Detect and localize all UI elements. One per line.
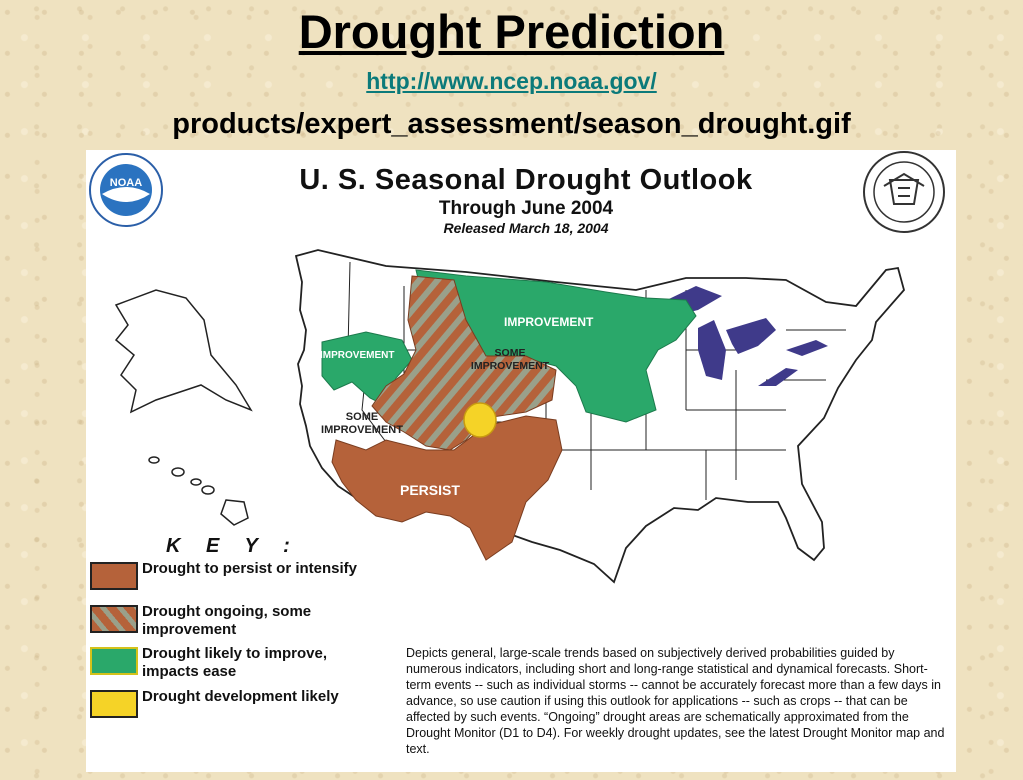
noaa-logo-icon: NOAA	[89, 153, 163, 227]
label-some-improvement-central: SOME IMPROVEMENT	[470, 347, 550, 373]
swatch-persist-icon	[90, 562, 138, 590]
slide-title: Drought Prediction	[298, 5, 725, 58]
label-some-central-line1: SOME	[494, 347, 526, 359]
alaska-shape	[114, 289, 253, 414]
swatch-hatched-icon	[90, 605, 138, 633]
label-some-central-line2: IMPROVEMENT	[470, 360, 550, 372]
product-path: products/expert_assessment/season_drough…	[172, 108, 851, 140]
commerce-seal-icon	[863, 151, 945, 233]
disclaimer-text: Depicts general, large-scale trends base…	[406, 646, 945, 756]
key-label-development: Drought development likely	[142, 688, 339, 705]
label-persist: PERSIST	[400, 482, 460, 498]
label-some-west-line1: SOME	[345, 411, 379, 423]
label-some-west-line2: IMPROVEMENT	[321, 424, 403, 436]
key-label-some-improvement: Drought ongoing, some improvement	[142, 603, 312, 638]
key-label-improve: Drought likely to improve, impacts ease	[142, 645, 328, 680]
swatch-development-icon	[90, 690, 138, 718]
noaa-logo-text: NOAA	[110, 177, 142, 189]
noaa-link[interactable]: http://www.ncep.noaa.gov/	[366, 68, 657, 94]
key-title: K E Y :	[166, 535, 300, 557]
key-label-persist: Drought to persist or intensify	[142, 560, 358, 577]
swatch-improve-icon	[90, 647, 138, 675]
development-region	[463, 402, 497, 438]
outlook-release-date: Released March 18, 2004	[443, 220, 609, 236]
some-improvement-region	[371, 275, 557, 451]
label-some-improvement-west: SOME IMPROVEMENT	[312, 411, 412, 437]
persist-region	[331, 415, 563, 561]
label-improvement-west: IMPROVEMENT	[320, 350, 395, 361]
outlook-subtitle: Through June 2004	[438, 198, 614, 219]
hawaii-shape	[148, 456, 249, 526]
outlook-title: U. S. Seasonal Drought Outlook	[299, 164, 753, 196]
us-map-graphic: NOAA	[89, 151, 945, 584]
drought-outlook-map: NOAA	[86, 150, 956, 772]
label-improvement-north: IMPROVEMENT	[504, 315, 594, 329]
